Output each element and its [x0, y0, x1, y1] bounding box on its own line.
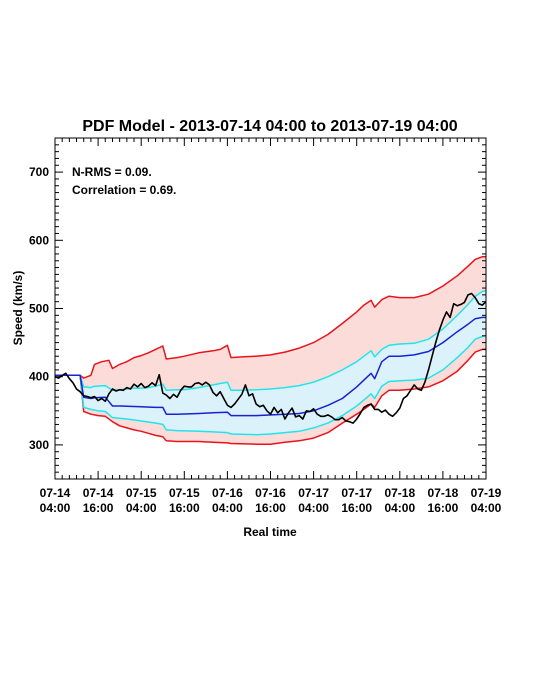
x-tick-label-date: 07-15 [126, 486, 157, 500]
series-outer-upper-line [55, 255, 486, 379]
x-tick-label-date: 07-18 [428, 486, 459, 500]
x-tick-label-date: 07-14 [83, 486, 114, 500]
series-observed-line [54, 292, 487, 424]
x-tick-label-date: 07-17 [298, 486, 329, 500]
y-axis-label: Speed (km/s) [11, 271, 25, 346]
x-tick-label-time: 04:00 [384, 501, 415, 515]
chart-title: PDF Model - 2013-07-14 04:00 to 2013-07-… [82, 118, 457, 135]
x-tick-label-date: 07-16 [212, 486, 243, 500]
series-inner-lower-line [55, 335, 487, 436]
x-tick-label-date: 07-15 [169, 486, 200, 500]
x-tick-label-time: 04:00 [212, 501, 243, 515]
x-axis-label: Real time [243, 525, 297, 539]
y-tick-label: 700 [29, 165, 49, 179]
x-tick-label-time: 04:00 [126, 501, 157, 515]
x-tick-label-time: 04:00 [471, 501, 502, 515]
series-median-line [55, 316, 486, 417]
x-tick-label-time: 16:00 [341, 501, 372, 515]
x-tick-label-time: 16:00 [255, 501, 286, 515]
y-tick-label: 600 [29, 233, 49, 247]
x-tick-label-date: 07-17 [341, 486, 372, 500]
annotation-correlation: Correlation = 0.69. [72, 183, 176, 197]
y-tick-label: 300 [29, 438, 49, 452]
x-tick-label-time: 04:00 [298, 501, 329, 515]
plot-area: 30040050060070007-1404:0007-1416:0007-15… [29, 137, 502, 515]
inner-band-fill [55, 290, 486, 435]
y-tick-label: 400 [29, 370, 49, 384]
series-inner-upper-line [55, 290, 487, 392]
x-tick-label-date: 07-18 [384, 486, 415, 500]
y-tick-label: 500 [29, 302, 49, 316]
x-tick-label-date: 07-16 [255, 486, 286, 500]
annotation-nrms: N-RMS = 0.09. [72, 165, 152, 179]
x-tick-label-time: 16:00 [428, 501, 459, 515]
x-tick-label-date: 07-14 [40, 486, 71, 500]
x-tick-label-time: 16:00 [169, 501, 200, 515]
x-tick-label-time: 04:00 [40, 501, 71, 515]
x-tick-label-date: 07-19 [471, 486, 502, 500]
x-tick-label-time: 16:00 [83, 501, 114, 515]
